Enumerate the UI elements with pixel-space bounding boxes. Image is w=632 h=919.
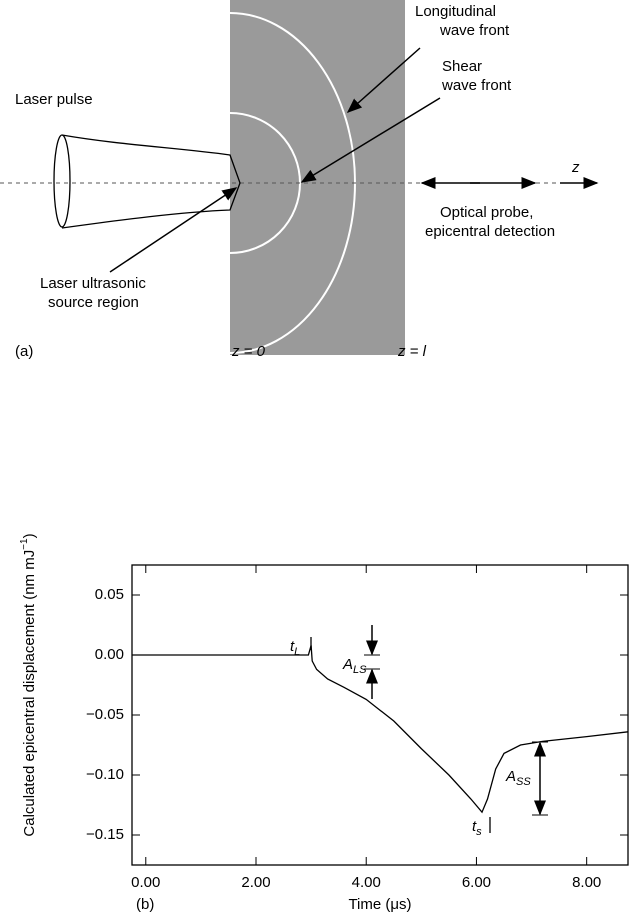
label: Longitudinal [415,3,496,20]
annotation: tL [290,638,300,658]
label: wave front [441,77,512,94]
diagram: Longitudinal wave front Shear wave front… [0,0,600,360]
arrow [346,47,421,113]
label: source region [48,294,139,311]
y-tick-label: 0.00 [95,646,124,663]
annotation: ALS [342,656,367,676]
x-axis-label: Time (μs) [348,896,411,913]
arrow [300,97,441,183]
label: z [571,159,580,176]
x-tick-label: 2.00 [241,874,270,891]
label-part: A [342,656,353,673]
x-tick-label: 6.00 [462,874,491,891]
label: Laser pulse [15,91,93,108]
y-tick-label: −0.05 [86,706,124,723]
label-part: −1 [19,538,30,550]
label-part: SS [516,776,531,788]
sample-block [230,0,405,355]
label-part: t [472,818,477,835]
annotation: ts [472,818,482,838]
label: Shear [442,58,482,75]
plot-frame [131,564,629,866]
data-line [132,645,629,814]
beam-end [53,134,71,228]
label: Optical probe, [440,204,533,221]
label: z = l [397,343,427,360]
label-part: ) [21,533,38,538]
label: wave front [439,22,510,39]
arrow [109,187,238,273]
x-tick-label: 4.00 [352,874,381,891]
label-part: LS [353,664,367,676]
label-part: s [476,826,482,838]
y-tick-label: −0.10 [86,766,124,783]
annotation: ASS [505,768,531,788]
y-tick-label: −0.15 [86,826,124,843]
chart [131,564,629,866]
label-part: Calculated epicentral displacement (nm m… [21,550,38,837]
x-tick-label: 0.00 [131,874,160,891]
panel-label: (b) [136,896,154,913]
y-axis-label: Calculated epicentral displacement (nm m… [19,533,38,836]
x-tick-label: 8.00 [572,874,601,891]
label-part: L [294,646,300,658]
label: z = 0 [231,343,266,360]
label-part: A [505,768,516,785]
laser-beam [61,134,241,229]
label: epicentral detection [425,223,555,240]
label: (a) [15,343,33,360]
y-tick-label: 0.05 [95,586,124,603]
label-part: t [290,638,295,655]
label: Laser ultrasonic [40,275,146,292]
